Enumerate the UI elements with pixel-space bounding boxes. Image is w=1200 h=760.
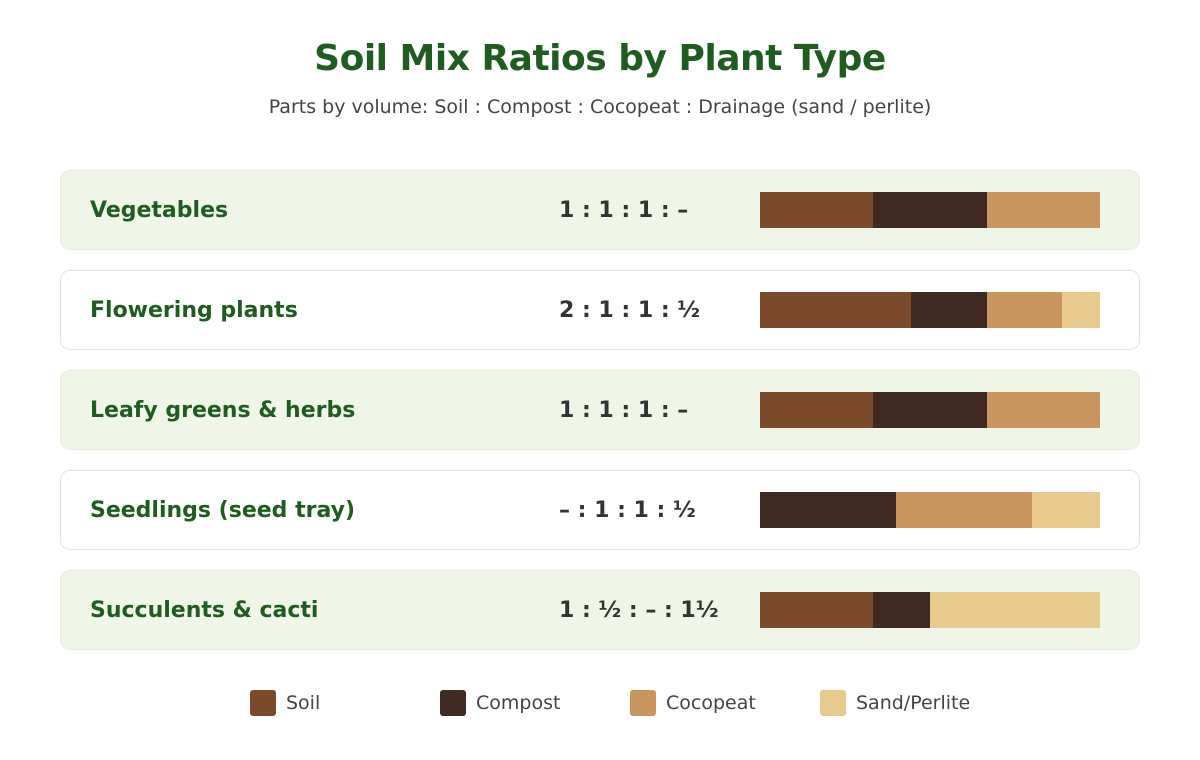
- ratio-bar: [760, 492, 1100, 528]
- bar-segment-cocopeat: [986, 392, 1100, 428]
- bar-segment-cocopeat: [986, 192, 1100, 228]
- row-ratio: 1 : ½ : – : 1½: [559, 598, 719, 623]
- legend: Soil Compost Cocopeat Sand/Perlite: [0, 690, 1200, 720]
- row-ratio: – : 1 : 1 : ½: [559, 498, 696, 523]
- bar-segment-soil: [760, 292, 912, 328]
- row-label: Vegetables: [90, 198, 229, 223]
- plant-row: Leafy greens & herbs 1 : 1 : 1 : –: [60, 370, 1140, 450]
- bar-segment-compost: [873, 392, 987, 428]
- row-label: Seedlings (seed tray): [90, 498, 356, 523]
- plant-row: Vegetables 1 : 1 : 1 : –: [60, 170, 1140, 250]
- legend-swatch: [630, 690, 656, 716]
- legend-label: Soil: [286, 692, 321, 714]
- legend-swatch: [820, 690, 846, 716]
- legend-label: Sand/Perlite: [856, 692, 971, 714]
- bar-segment-soil: [760, 592, 874, 628]
- chart-title: Soil Mix Ratios by Plant Type: [314, 38, 886, 79]
- bar-segment-compost: [873, 192, 987, 228]
- legend-swatch: [250, 690, 276, 716]
- plant-row: Flowering plants 2 : 1 : 1 : ½: [60, 270, 1140, 350]
- plant-row: Seedlings (seed tray) – : 1 : 1 : ½: [60, 470, 1140, 550]
- bar-segment-sand-perlite: [929, 592, 1100, 628]
- bar-segment-soil: [760, 192, 874, 228]
- bar-segment-cocopeat: [896, 492, 1032, 528]
- row-label: Succulents & cacti: [90, 598, 319, 623]
- bar-segment-sand-perlite: [1062, 292, 1100, 328]
- row-ratio: 2 : 1 : 1 : ½: [559, 298, 701, 323]
- plant-row: Succulents & cacti 1 : ½ : – : 1½: [60, 570, 1140, 650]
- legend-swatch: [440, 690, 466, 716]
- bar-segment-compost: [873, 592, 930, 628]
- chart-subtitle: Parts by volume: Soil : Compost : Cocope…: [268, 96, 932, 118]
- legend-label: Compost: [476, 692, 561, 714]
- ratio-bar: [760, 292, 1100, 328]
- bar-segment-compost: [911, 292, 987, 328]
- ratio-bar: [760, 392, 1100, 428]
- row-label: Flowering plants: [90, 298, 298, 323]
- bar-segment-soil: [760, 392, 874, 428]
- legend-label: Cocopeat: [666, 692, 756, 714]
- row-ratio: 1 : 1 : 1 : –: [559, 198, 689, 223]
- row-label: Leafy greens & herbs: [90, 398, 356, 423]
- row-ratio: 1 : 1 : 1 : –: [559, 398, 689, 423]
- bar-segment-sand-perlite: [1032, 492, 1100, 528]
- ratio-bar: [760, 592, 1100, 628]
- bar-segment-compost: [760, 492, 896, 528]
- ratio-bar: [760, 192, 1100, 228]
- bar-segment-cocopeat: [986, 292, 1063, 328]
